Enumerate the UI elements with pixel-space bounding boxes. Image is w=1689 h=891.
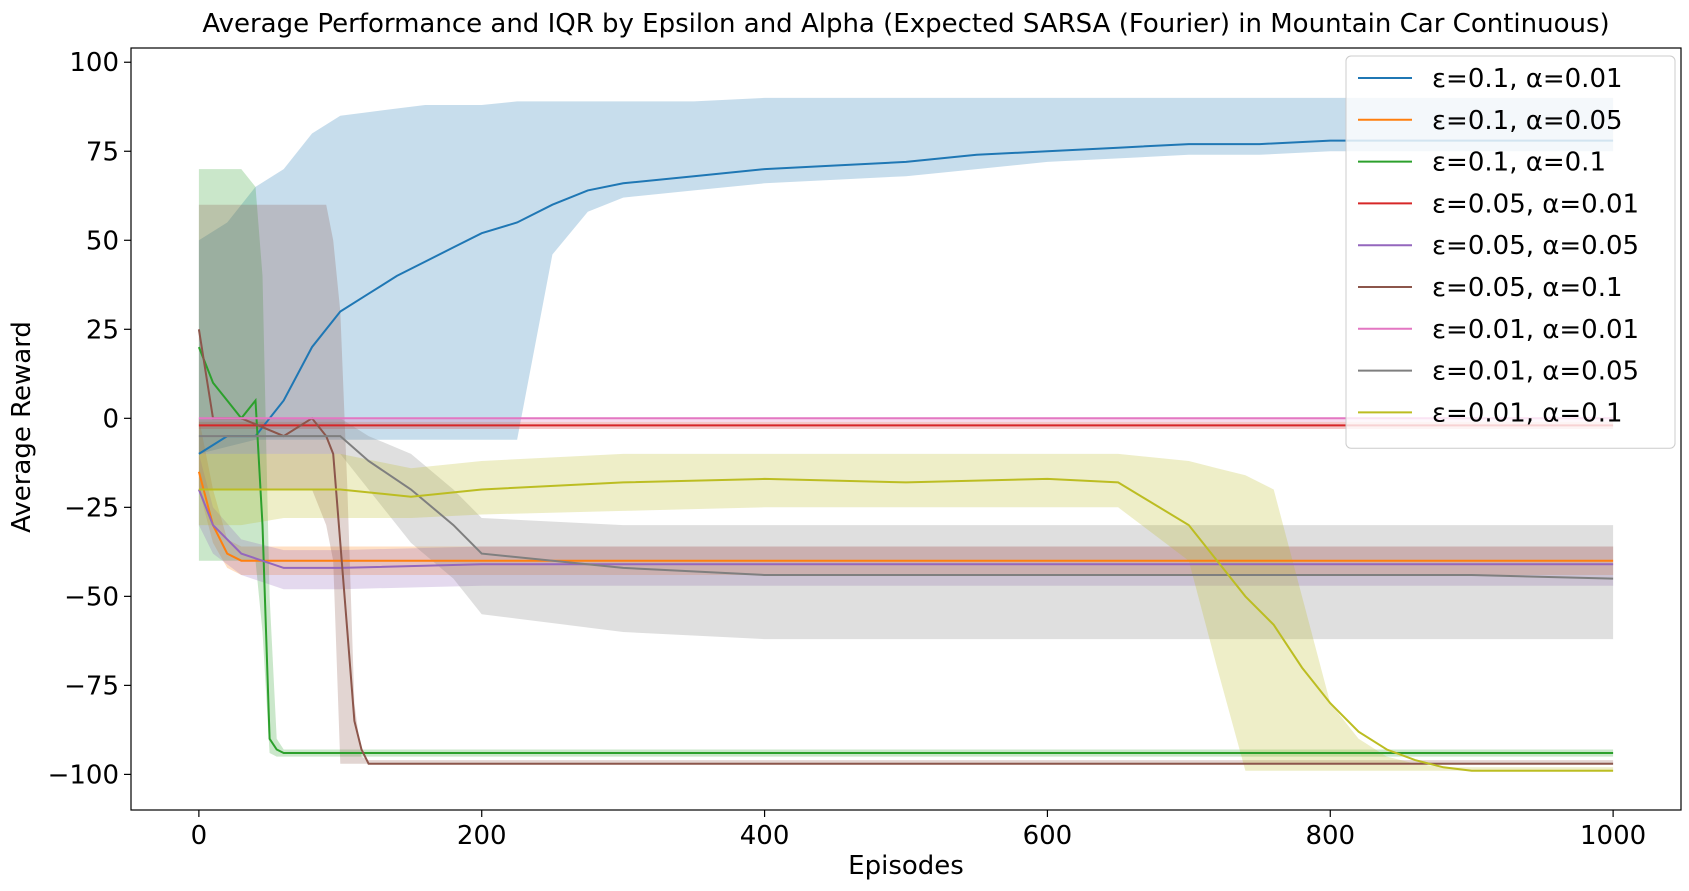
y-tick-label: 50: [86, 226, 119, 256]
legend-label: ε=0.01, α=0.01: [1432, 315, 1639, 345]
y-axis-label: Average Reward: [7, 321, 37, 533]
iqr-band-6: [198, 204, 1614, 764]
legend-label: ε=0.05, α=0.01: [1432, 189, 1639, 219]
series-line-8: [198, 435, 1614, 580]
y-tick-label: −25: [64, 493, 119, 523]
legend: ε=0.1, α=0.01 ε=0.1, α=0.05 ε=0.1, α=0.1 ε=…: [1345, 55, 1676, 449]
legend-box: [1345, 55, 1676, 449]
iqr-band-5: [198, 453, 1614, 590]
series-line-1: [198, 139, 1614, 455]
series-line-9: [198, 477, 1614, 772]
y-axis: 100 75 50 25 0 −25 −50 −75 −100: [48, 48, 131, 790]
chart-title: Average Performance and IQR by Epsilon a…: [202, 9, 1609, 39]
iqr-band-1: [198, 97, 1614, 454]
legend-label: ε=0.1, α=0.05: [1432, 106, 1623, 136]
x-tick-label: 400: [740, 821, 790, 851]
series-line-5: [197, 489, 1614, 569]
iqr-band-9: [198, 453, 1614, 771]
x-tick-label: 600: [1023, 821, 1073, 851]
legend-label: ε=0.05, α=0.1: [1432, 273, 1623, 303]
y-tick-label: −50: [64, 582, 119, 612]
series-lines: [197, 139, 1614, 772]
y-tick-label: −100: [48, 760, 119, 790]
legend-label: ε=0.1, α=0.1: [1432, 148, 1606, 178]
y-tick-label: −75: [64, 671, 119, 701]
legend-label: ε=0.05, α=0.05: [1432, 231, 1639, 261]
y-tick-label: 100: [69, 48, 119, 78]
x-axis-label: Episodes: [848, 851, 964, 881]
legend-label: ε=0.1, α=0.01: [1432, 64, 1623, 94]
series-line-6: [197, 329, 1614, 765]
iqr-band-8: [198, 418, 1614, 640]
series-line-3: [197, 346, 1614, 754]
y-tick-label: 25: [86, 315, 119, 345]
plot-frame: [130, 47, 1682, 811]
legend-label: ε=0.01, α=0.1: [1432, 398, 1623, 428]
series-line-2: [197, 471, 1614, 562]
y-tick-label: 75: [86, 137, 119, 167]
iqr-bands: [198, 97, 1614, 771]
x-tick-label: 200: [457, 821, 507, 851]
legend-label: ε=0.01, α=0.05: [1432, 357, 1639, 387]
x-tick-label: 0: [191, 821, 208, 851]
x-tick-label: 800: [1305, 821, 1355, 851]
y-tick-label: 0: [102, 404, 119, 434]
iqr-band-2: [198, 418, 1614, 575]
x-tick-label: 1000: [1580, 821, 1646, 851]
x-axis: 0 200 400 600 800 1000: [191, 810, 1646, 851]
